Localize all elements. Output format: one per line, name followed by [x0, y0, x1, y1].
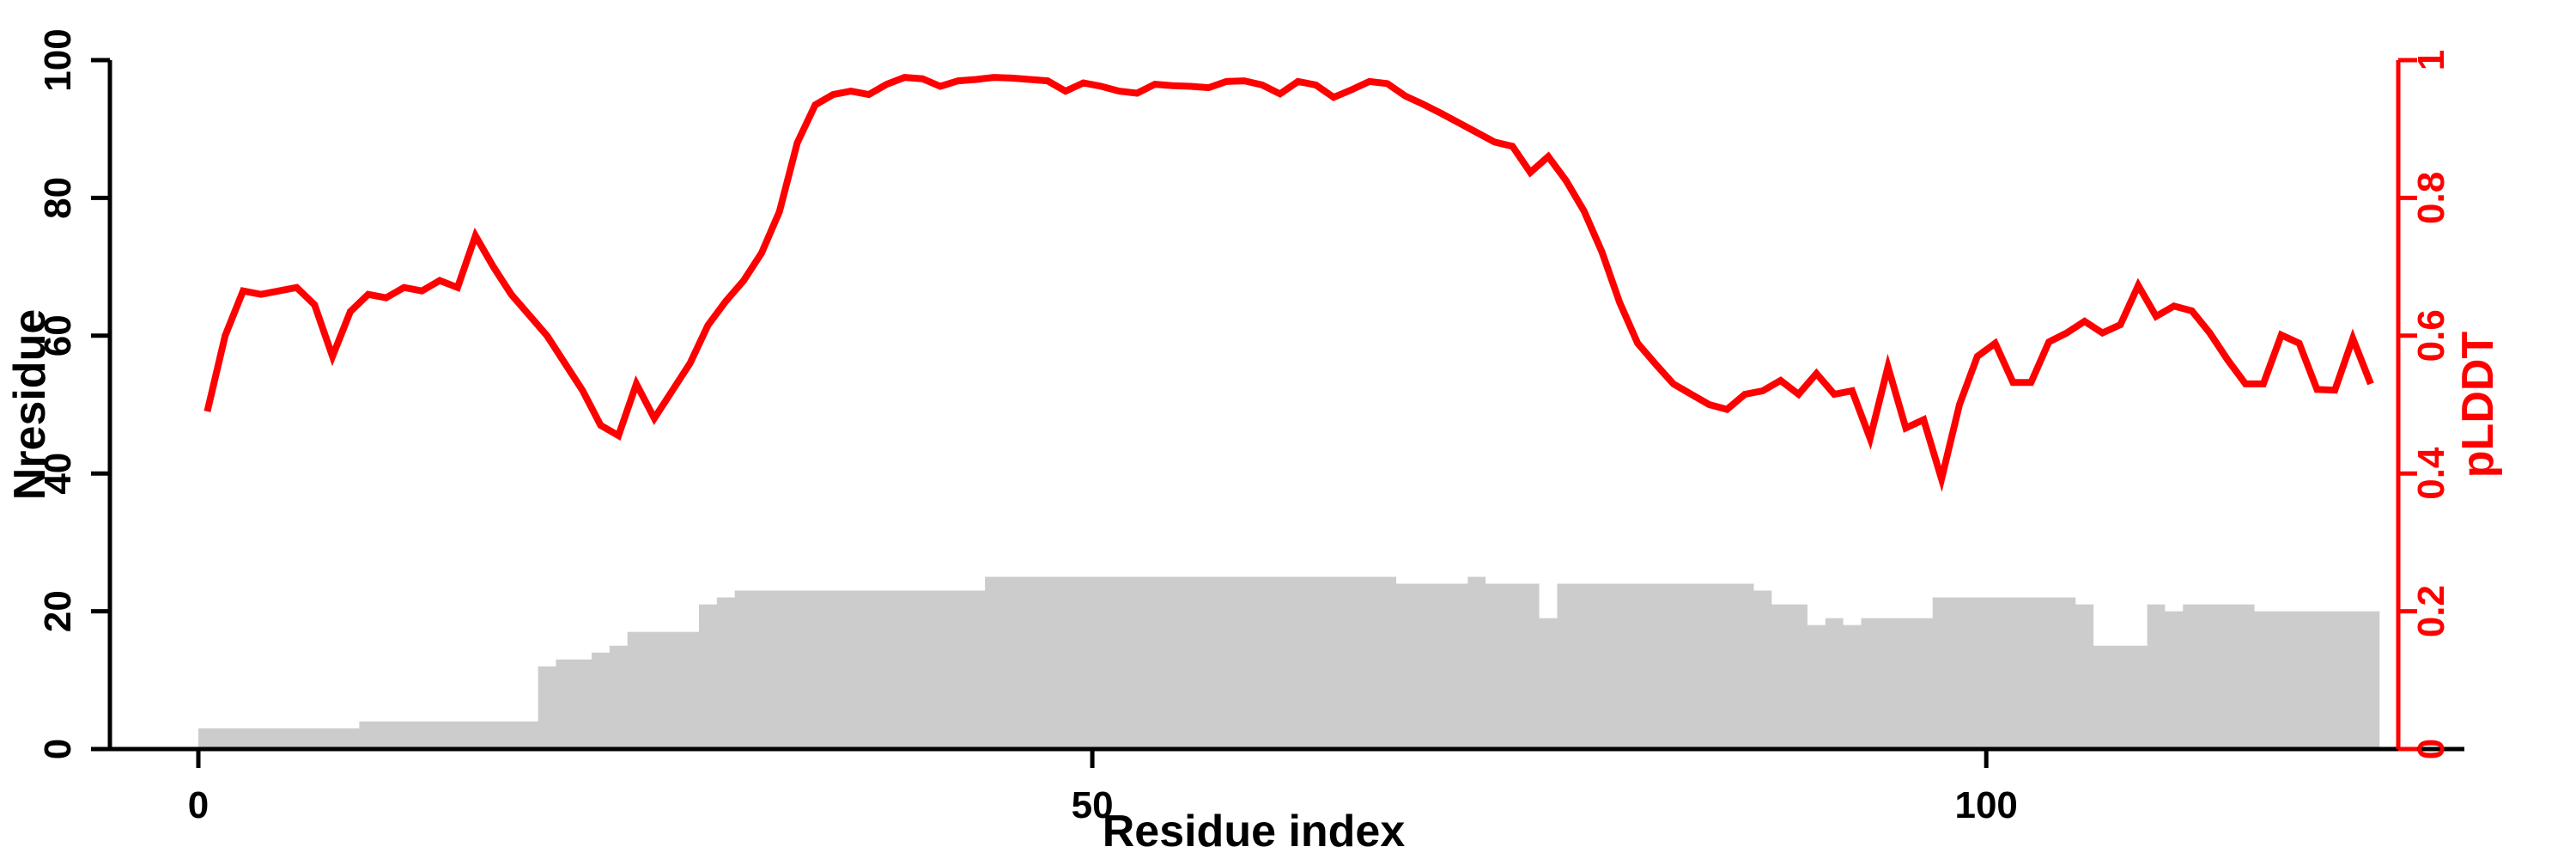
x-axis-title: Residue index	[1103, 807, 1406, 856]
right-axis-tick-label: 0	[2410, 739, 2452, 759]
right-axis-tick-label: 0.2	[2410, 585, 2452, 637]
left-axis-tick-label: 40	[37, 453, 79, 495]
right-axis-tick-label: 0.4	[2410, 447, 2452, 500]
plddt-line	[204, 74, 2374, 492]
right-axis-tick-label: 1	[2410, 50, 2452, 70]
axes: 0 50 100 0 20 40 60 80 100 0 0.2 0.4 0.6 0.8 1	[37, 28, 2464, 826]
left-axis-title: Nresidue	[5, 309, 55, 501]
x-axis-tick-label: 50	[1072, 784, 1114, 826]
x-axis-tick-label: 100	[1954, 784, 2017, 826]
nresidue-bars	[198, 576, 2380, 749]
left-axis-tick-label: 20	[37, 590, 79, 632]
right-axis-tick-label: 0.8	[2410, 172, 2452, 224]
plddt-line-layer	[204, 74, 2374, 492]
left-axis-tick-label: 0	[37, 739, 79, 759]
nresidue-histogram	[198, 576, 2380, 749]
x-axis-tick-label: 0	[188, 784, 209, 826]
right-axis-title: pLDDT	[2453, 332, 2503, 478]
right-axis-tick-label: 0.6	[2410, 309, 2452, 362]
left-axis-tick-label: 100	[37, 28, 79, 91]
left-axis-tick-label: 60	[37, 314, 79, 356]
left-axis-tick-label: 80	[37, 177, 79, 219]
